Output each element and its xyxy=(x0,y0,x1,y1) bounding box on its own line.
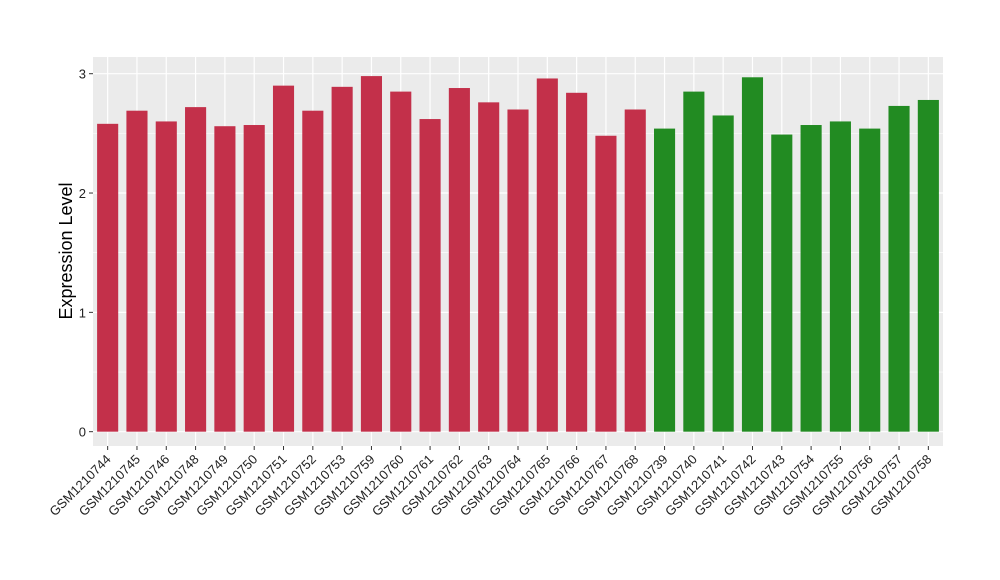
bar-GSM1210759 xyxy=(360,76,382,432)
bar-GSM1210764 xyxy=(507,109,529,432)
bar-GSM1210765 xyxy=(536,78,558,432)
y-axis-label: Expression Level xyxy=(56,182,76,319)
bar-GSM1210755 xyxy=(829,121,851,432)
bar-GSM1210767 xyxy=(595,135,617,432)
bar-GSM1210762 xyxy=(448,88,470,432)
bar-GSM1210749 xyxy=(214,126,236,432)
bar-GSM1210745 xyxy=(126,110,148,432)
bar-GSM1210752 xyxy=(302,110,324,432)
bar-GSM1210761 xyxy=(419,119,441,432)
bar-GSM1210746 xyxy=(155,121,177,432)
bar-GSM1210743 xyxy=(771,134,793,432)
bar-GSM1210748 xyxy=(185,107,207,432)
bar-GSM1210760 xyxy=(390,91,412,432)
bar-GSM1210739 xyxy=(654,128,676,432)
bar-GSM1210741 xyxy=(712,115,734,432)
bar-GSM1210753 xyxy=(331,86,353,432)
bar-GSM1210763 xyxy=(478,102,500,432)
bar-GSM1210742 xyxy=(741,77,764,432)
bar-GSM1210751 xyxy=(272,85,295,432)
bar-GSM1210766 xyxy=(566,92,588,432)
bar-GSM1210758 xyxy=(917,99,939,432)
bar-GSM1210754 xyxy=(800,125,822,432)
y-tick-label: 0 xyxy=(79,425,86,440)
y-tick-label: 3 xyxy=(79,67,86,82)
y-tick-label: 2 xyxy=(79,186,86,201)
bar-GSM1210757 xyxy=(888,105,910,432)
bar-GSM1210756 xyxy=(859,128,881,432)
bar-GSM1210744 xyxy=(97,123,119,432)
bar-GSM1210740 xyxy=(683,91,705,432)
bar-GSM1210750 xyxy=(243,125,265,432)
bar-GSM1210768 xyxy=(624,109,646,432)
y-tick-label: 1 xyxy=(79,305,86,320)
